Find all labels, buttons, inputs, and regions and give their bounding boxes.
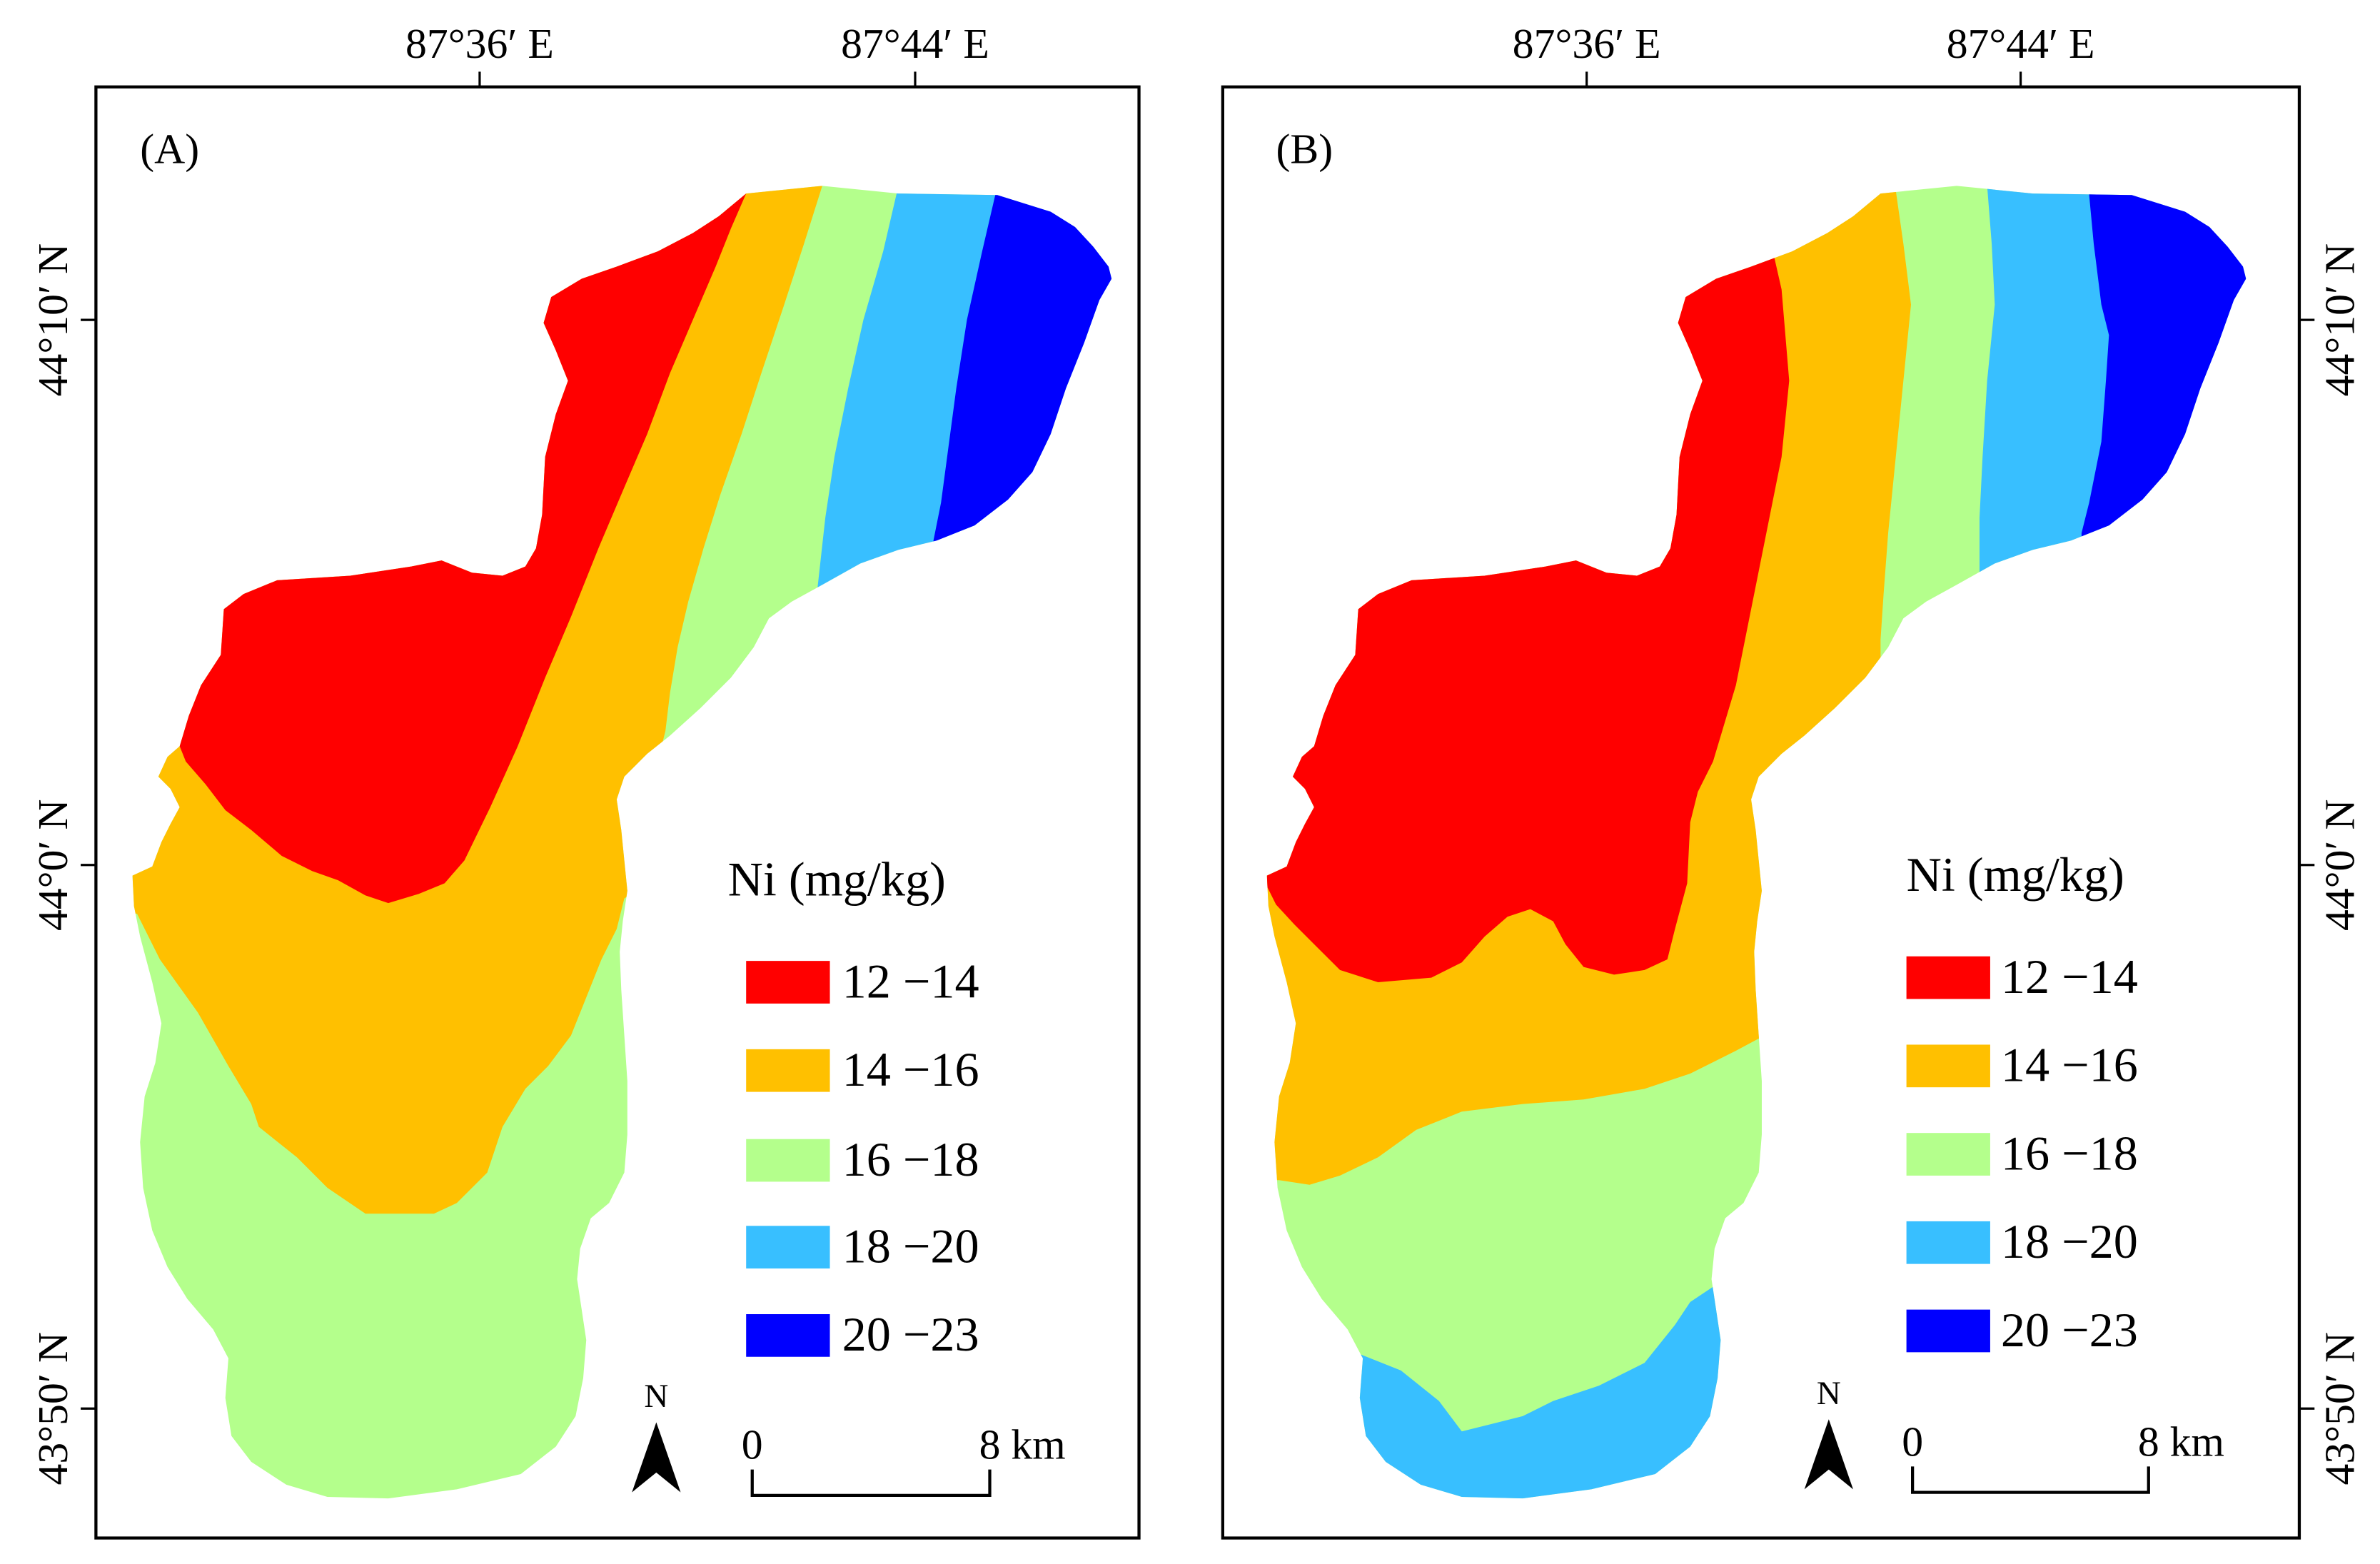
legend-label: 14 −16 bbox=[842, 1042, 979, 1096]
legend-label: 12 −14 bbox=[842, 954, 979, 1008]
legend-swatch bbox=[1906, 956, 1990, 999]
legend-label: 12 −14 bbox=[2001, 949, 2138, 1004]
legend-label: 20 −23 bbox=[842, 1307, 979, 1361]
legend-label: 20 −23 bbox=[2001, 1303, 2138, 1357]
legend-swatch bbox=[746, 1139, 830, 1182]
north-arrow-icon bbox=[632, 1422, 681, 1493]
panel-b-lon-tick-label: 87°44′ E bbox=[1947, 20, 2095, 67]
panel-b-lat-tick-label: 44°0′ N bbox=[2316, 799, 2364, 931]
panel-a-map bbox=[132, 186, 1112, 1499]
legend-swatch bbox=[746, 1314, 830, 1357]
panel-b-north-arrow: N bbox=[1804, 1375, 1853, 1490]
legend-label: 18 −20 bbox=[842, 1219, 979, 1273]
panel-b-frame bbox=[1221, 85, 2301, 1540]
scale-bar bbox=[750, 1469, 992, 1497]
panel-a-legend: Ni (mg/kg) 12 −14 14 −16 16 −18 18 −20 2… bbox=[728, 852, 979, 1361]
panel-b-label: (B) bbox=[1276, 125, 1333, 172]
panel-b-lat-tick-label: 43°50′ N bbox=[2316, 1332, 2364, 1485]
panel-b-lon-tick-label: 87°36′ E bbox=[1513, 20, 1661, 67]
north-label: N bbox=[1817, 1375, 1841, 1412]
scale-start-label: 0 bbox=[1902, 1418, 1923, 1465]
panel-a-north-arrow: N bbox=[632, 1378, 681, 1493]
panel-b-legend: Ni (mg/kg) 12 −14 14 −16 16 −18 18 −20 2… bbox=[1907, 847, 2138, 1357]
panel-a-lon-tick-label: 87°36′ E bbox=[405, 20, 554, 67]
legend-swatch bbox=[746, 1226, 830, 1269]
legend-swatch bbox=[1906, 1221, 1990, 1264]
panel-a-lat-tick-label: 43°50′ N bbox=[29, 1332, 76, 1485]
panel-b-zone-20-23 bbox=[2081, 186, 2247, 640]
legend-swatch bbox=[746, 961, 830, 1004]
panel-b-lat-tick-label: 44°10′ N bbox=[2316, 243, 2364, 396]
panel-a-lon-tick-label: 87°44′ E bbox=[841, 20, 989, 67]
legend-swatch bbox=[746, 1049, 830, 1092]
legend-label: 16 −18 bbox=[842, 1132, 979, 1186]
north-arrow-icon bbox=[1804, 1419, 1853, 1490]
legend-label: 14 −16 bbox=[2001, 1038, 2138, 1092]
scale-start-label: 0 bbox=[742, 1421, 763, 1468]
scale-end-label: 8 km bbox=[2138, 1418, 2224, 1465]
legend-title: Ni (mg/kg) bbox=[728, 852, 946, 906]
legend-swatch bbox=[1906, 1044, 1990, 1088]
legend-swatch bbox=[1906, 1309, 1990, 1353]
legend-label: 18 −20 bbox=[2001, 1214, 2138, 1268]
north-label: N bbox=[644, 1378, 668, 1415]
legend-title: Ni (mg/kg) bbox=[1907, 847, 2124, 902]
panel-a-frame bbox=[94, 85, 1141, 1540]
panel-a-label: (A) bbox=[140, 125, 199, 172]
panel-b: 87°36′ E 87°44′ E 44°10′ N 44°0′ N 43°50… bbox=[1221, 20, 2364, 1540]
scale-end-label: 8 km bbox=[979, 1421, 1066, 1468]
panel-a-scale-bar: 0 8 km bbox=[742, 1421, 1066, 1497]
panel-a-lat-tick-label: 44°0′ N bbox=[29, 799, 76, 931]
legend-swatch bbox=[1906, 1133, 1990, 1176]
panel-a: 87°36′ E 87°44′ E 44°10′ N 44°0′ N 43°50… bbox=[29, 20, 1141, 1540]
legend-label: 16 −18 bbox=[2001, 1126, 2138, 1180]
panel-a-lat-tick-label: 44°10′ N bbox=[29, 243, 76, 396]
panel-b-scale-bar: 0 8 km bbox=[1902, 1418, 2224, 1494]
scale-bar bbox=[1911, 1466, 2150, 1494]
